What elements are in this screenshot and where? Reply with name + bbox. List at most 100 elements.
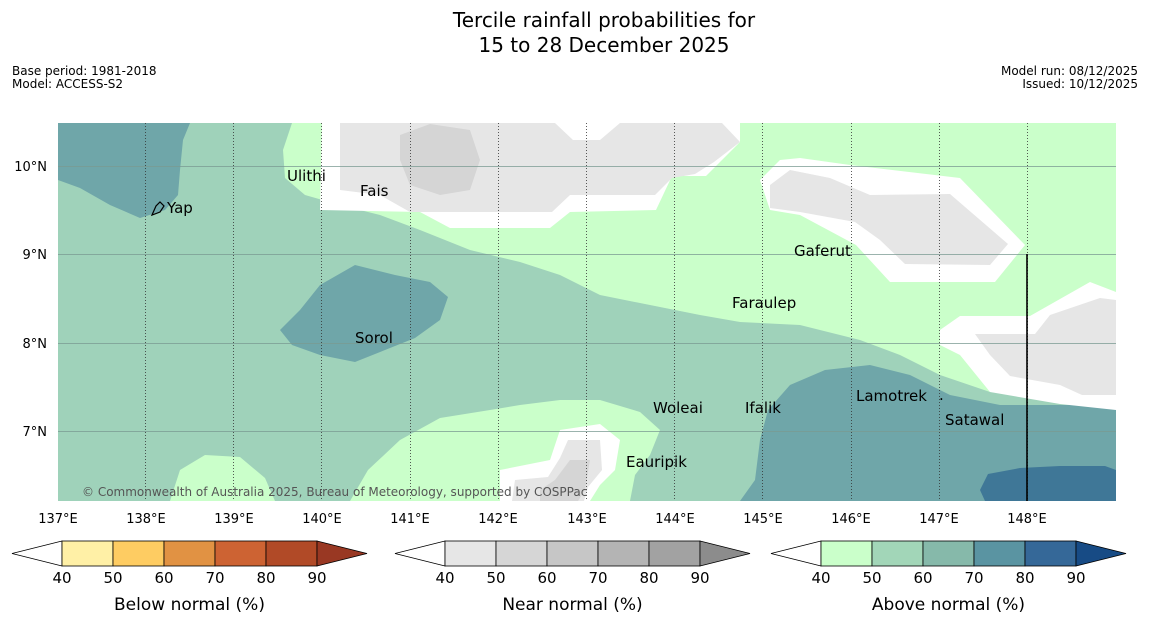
colorbar-tick-label: 70 [964, 569, 983, 587]
colorbar-segment [444, 540, 497, 567]
near-40-region-east [770, 170, 1008, 265]
lat-label: 7°N [23, 425, 48, 440]
colorbar-segment [214, 540, 267, 567]
place-sorol: Sorol [355, 329, 393, 347]
lon-label: 140°E [302, 512, 342, 527]
place-lamotrek: Lamotrek [856, 387, 927, 405]
colorbar-segment [112, 540, 165, 567]
above-70-region [980, 466, 1116, 501]
map-area [58, 123, 1116, 501]
lon-label: 138°E [126, 512, 166, 527]
copyright: © Commonwealth of Australia 2025, Bureau… [82, 485, 587, 499]
above-60-region-sorol [280, 265, 448, 362]
near-40-region-southeast [975, 298, 1116, 395]
yap-island [150, 201, 165, 217]
colorbar-segment [973, 540, 1026, 567]
place-labels: Ulithi Fais Yap Gaferut Faraulep Sorol L… [166, 167, 1004, 471]
colorbar-tick-label: 40 [811, 569, 830, 587]
colorbar-segment [163, 540, 216, 567]
colorbar-tick-label: 60 [537, 569, 556, 587]
colorbar-high-extension [316, 540, 368, 567]
colorbar-tick-label: 80 [639, 569, 658, 587]
below-normal-colorbar: 40 50 60 70 80 90 Below normal (%) [11, 540, 368, 615]
colorbar-segment [820, 540, 873, 567]
lon-label: 137°E [38, 512, 78, 527]
lon-label: 139°E [214, 512, 254, 527]
colorbar-segment [546, 540, 599, 567]
lon-label: 146°E [831, 512, 871, 527]
colorbar-tick-label: 90 [690, 569, 709, 587]
colorbar-tick-label: 40 [52, 569, 71, 587]
title-line-1: Tercile rainfall probabilities for [452, 8, 756, 32]
colorbar-segment [871, 540, 924, 567]
place-gaferut: Gaferut [794, 242, 851, 260]
lat-label: 10°N [14, 160, 47, 175]
title-line-2: 15 to 28 December 2025 [478, 33, 730, 57]
colorbar-title: Near normal (%) [502, 595, 642, 615]
lat-label: 9°N [23, 248, 48, 263]
lon-label: 143°E [567, 512, 607, 527]
place-faraulep: Faraulep [732, 294, 796, 312]
colorbar-tick-label: 80 [1015, 569, 1034, 587]
colorbar-title: Above normal (%) [872, 595, 1025, 615]
colorbar-title: Below normal (%) [114, 595, 265, 615]
near-50-region-south [540, 460, 590, 501]
place-ifalik: Ifalik [745, 399, 781, 417]
lon-label: 145°E [743, 512, 783, 527]
colorbar-tick-label: 50 [103, 569, 122, 587]
near-50-region-north [400, 124, 480, 195]
latitude-lines [58, 166, 1116, 432]
colorbar-tick-label: 60 [154, 569, 173, 587]
lon-label: 147°E [919, 512, 959, 527]
near-normal-colorbar: 40 50 60 70 80 90 Near normal (%) [394, 540, 751, 615]
colorbar-low-extension [770, 540, 822, 567]
colorbar-low-extension [11, 540, 63, 567]
colorbar-low-extension [394, 540, 446, 567]
above-60-region-yap [58, 123, 190, 218]
lon-label: 142°E [478, 512, 518, 527]
colorbar-segment [61, 540, 114, 567]
model-run: Model run: 08/12/2025 [1000, 64, 1138, 78]
colorbar-segment [1024, 540, 1077, 567]
colorbar-segment [648, 540, 701, 567]
issued-date: Issued: 10/12/2025 [1022, 77, 1138, 91]
colorbar-segment [922, 540, 975, 567]
longitude-labels: 137°E 138°E 139°E 140°E 141°E 142°E 143°… [38, 512, 1047, 527]
above-40-region-southwest [170, 455, 275, 501]
meta-left: Base period: 1981-2018 Model: ACCESS-S2 [12, 65, 157, 91]
place-fais: Fais [360, 182, 389, 200]
colorbar-tick-label: 60 [913, 569, 932, 587]
colorbar-tick-label: 50 [486, 569, 505, 587]
colorbar-tick-label: 70 [205, 569, 224, 587]
colorbar-tick-label: 80 [256, 569, 275, 587]
lon-label: 144°E [655, 512, 695, 527]
lat-label: 8°N [23, 337, 48, 352]
colorbar-high-extension [1075, 540, 1127, 567]
place-yap: Yap [166, 199, 193, 217]
latitude-labels: 10°N 9°N 8°N 7°N [14, 160, 47, 440]
map-title: Tercile rainfall probabilities for 15 to… [0, 8, 1150, 58]
model-name: Model: ACCESS-S2 [12, 77, 124, 91]
place-ulithi: Ulithi [287, 167, 326, 185]
colorbar-tick-label: 50 [862, 569, 881, 587]
base-period: Base period: 1981-2018 [12, 64, 157, 78]
lon-label: 141°E [390, 512, 430, 527]
place-eauripik: Eauripik [626, 453, 687, 471]
colorbar-high-extension [699, 540, 751, 567]
colorbar-segment [495, 540, 548, 567]
lon-label: 148°E [1007, 512, 1047, 527]
colorbar-tick-label: 90 [1066, 569, 1085, 587]
meta-right: Model run: 08/12/2025 Issued: 10/12/2025 [1001, 65, 1138, 91]
above-60-region-southeast [740, 365, 1116, 501]
place-marker: . [939, 386, 944, 404]
colorbar-legends: 40 50 60 70 80 90 Below normal (%) 40 50 60 70 80 90… [11, 540, 1127, 615]
colorbar-segment [265, 540, 318, 567]
colorbar-tick-label: 90 [307, 569, 326, 587]
colorbar-segment [597, 540, 650, 567]
colorbar-tick-label: 40 [435, 569, 454, 587]
colorbar-tick-label: 70 [588, 569, 607, 587]
place-satawal: Satawal [945, 411, 1004, 429]
place-woleai: Woleai [653, 399, 703, 417]
above-normal-colorbar: 40 50 60 70 80 90 Above normal (%) [770, 540, 1127, 615]
